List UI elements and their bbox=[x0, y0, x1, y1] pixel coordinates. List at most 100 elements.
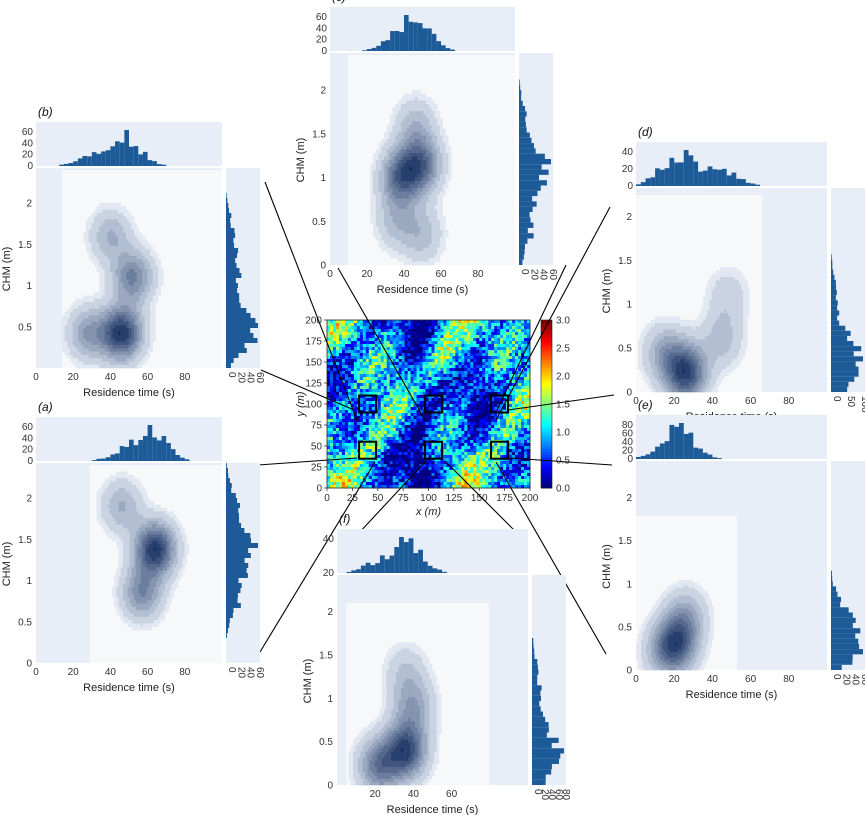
top-hist-bar bbox=[450, 49, 455, 51]
right-hist-bar bbox=[226, 223, 231, 228]
map-box-b bbox=[358, 394, 378, 414]
right-hist-tick-label: 60 bbox=[553, 789, 564, 801]
top-hist-bar bbox=[170, 449, 176, 461]
right-hist-bar bbox=[226, 518, 240, 523]
right-hist-bar bbox=[831, 269, 834, 275]
right-hist-bar bbox=[519, 127, 527, 133]
map-xtick-label: 75 bbox=[398, 493, 410, 504]
right-hist-bar bbox=[226, 258, 236, 263]
right-hist-bar bbox=[532, 659, 538, 665]
top-hist-bar bbox=[379, 555, 385, 573]
top-hist-bar bbox=[152, 437, 157, 461]
top-hist-tick-label: 20 bbox=[316, 35, 328, 46]
ytick-label: 0 bbox=[626, 388, 632, 399]
map-xtick-label: 175 bbox=[496, 493, 513, 504]
right-hist-bar bbox=[226, 263, 237, 268]
map-ytick-label: 100 bbox=[305, 400, 322, 411]
top-hist-bar bbox=[418, 549, 423, 573]
top-hist-tick-label: 60 bbox=[22, 127, 34, 138]
top-hist-bar bbox=[101, 458, 106, 461]
right-hist-bar bbox=[226, 318, 256, 323]
right-hist-bar bbox=[831, 376, 855, 382]
right-hist-bar bbox=[532, 711, 544, 717]
ytick-label: 0.5 bbox=[319, 737, 333, 748]
right-hist-tick-label: 40 bbox=[245, 667, 256, 679]
right-hist-bar bbox=[226, 233, 236, 238]
right-hist-bar bbox=[532, 716, 546, 722]
top-hist-bar bbox=[683, 433, 689, 459]
panel-label: (c) bbox=[332, 0, 346, 4]
connector-line bbox=[495, 461, 607, 655]
top-hist-bar bbox=[129, 439, 134, 461]
right-hist-bar bbox=[831, 325, 846, 331]
right-hist-bar bbox=[532, 701, 540, 707]
right-hist-bar bbox=[226, 358, 234, 363]
right-hist-bar bbox=[519, 111, 527, 117]
right-hist-bar bbox=[226, 598, 238, 603]
right-hist-bar bbox=[532, 732, 547, 738]
right-hist-bar bbox=[831, 295, 836, 301]
right-hist-tick-label: 0 bbox=[519, 269, 530, 275]
xlabel: Residence time (s) bbox=[83, 387, 175, 399]
right-hist-bar bbox=[226, 353, 239, 358]
right-hist-bar bbox=[532, 774, 546, 780]
right-hist-bar bbox=[831, 570, 832, 576]
top-hist-bar bbox=[346, 571, 352, 573]
top-hist-bar bbox=[707, 454, 713, 459]
right-hist-bar bbox=[226, 268, 240, 273]
top-hist-bar bbox=[655, 168, 660, 186]
right-hist-bar bbox=[831, 356, 863, 362]
right-hist-tick-label: 0 bbox=[532, 789, 543, 795]
ytick-label: 0.5 bbox=[18, 322, 32, 333]
top-hist-bar bbox=[731, 172, 737, 186]
right-hist-bar bbox=[831, 622, 853, 629]
right-hist-bar bbox=[831, 386, 848, 392]
right-hist-bar bbox=[226, 293, 240, 298]
right-hist-bar bbox=[519, 106, 526, 112]
right-hist-bar bbox=[831, 371, 859, 377]
ylabel: CHM (m) bbox=[1, 247, 13, 292]
right-hist-bar bbox=[519, 84, 521, 91]
right-hist-bar bbox=[831, 361, 856, 367]
ytick-label: 1.5 bbox=[618, 536, 632, 547]
top-hist-tick-label: 20 bbox=[622, 164, 634, 175]
top-hist-bar bbox=[110, 146, 116, 166]
right-hist-bar bbox=[519, 159, 551, 165]
map-ytick-label: 25 bbox=[311, 463, 323, 474]
map-ytick-label: 0 bbox=[316, 484, 322, 495]
right-hist-bar bbox=[226, 613, 233, 618]
right-hist-bar bbox=[519, 143, 534, 149]
xtick-label: 40 bbox=[105, 667, 117, 678]
right-hist-bar bbox=[831, 341, 854, 347]
right-hist-bar bbox=[226, 608, 234, 613]
ytick-label: 0 bbox=[626, 666, 632, 677]
right-hist-bar bbox=[831, 381, 849, 387]
right-hist-bar bbox=[226, 553, 251, 558]
right-hist-bar bbox=[831, 612, 853, 618]
top-hist-bar bbox=[175, 455, 181, 461]
ytick-label: 0.5 bbox=[618, 622, 632, 633]
top-hist-tick-label: 0 bbox=[27, 161, 33, 172]
top-hist-bar bbox=[408, 538, 414, 573]
xtick-label: 40 bbox=[398, 269, 410, 280]
right-hist-bar bbox=[831, 346, 862, 352]
right-hist-bar bbox=[831, 659, 853, 665]
top-hist-bar bbox=[721, 168, 727, 186]
right-hist-bar bbox=[226, 338, 258, 343]
right-hist-bar bbox=[532, 674, 538, 680]
xtick-label: 40 bbox=[707, 396, 719, 407]
top-hist-bar bbox=[351, 570, 357, 573]
ytick-label: 2 bbox=[26, 494, 32, 505]
panel-label: (a) bbox=[38, 400, 53, 414]
xtick-label: 40 bbox=[408, 789, 420, 800]
top-hist-bar bbox=[745, 182, 751, 186]
xtick-label: 60 bbox=[142, 372, 154, 383]
top-hist-bar bbox=[375, 563, 380, 573]
ytick-label: 0.5 bbox=[312, 217, 326, 228]
right-hist-bar bbox=[532, 758, 559, 764]
top-hist-bar bbox=[142, 435, 148, 461]
map-xlabel: x (m) bbox=[415, 506, 441, 518]
top-hist-bar bbox=[180, 457, 185, 461]
right-hist-bar bbox=[226, 348, 247, 353]
